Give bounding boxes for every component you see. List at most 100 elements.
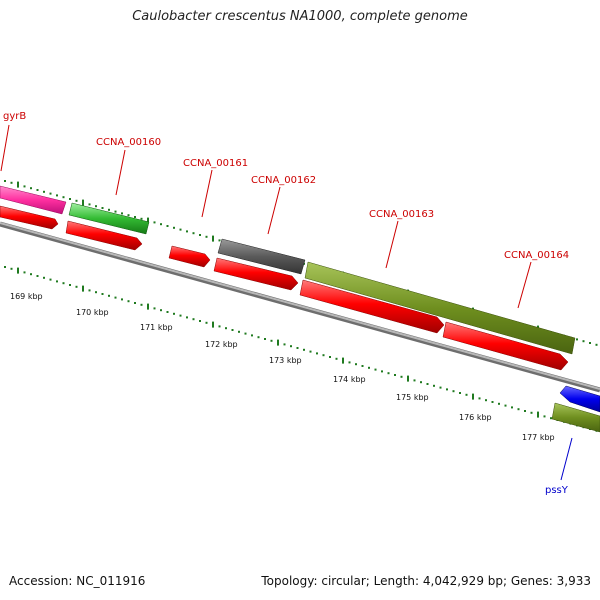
minor-tick (231, 329, 234, 331)
gene-CCNA_00160[interactable] (68, 202, 150, 235)
minor-tick (309, 350, 312, 353)
minor-tick (244, 332, 247, 335)
minor-tick (36, 189, 39, 191)
minor-tick (179, 314, 182, 317)
gene-olive-lower[interactable] (551, 402, 600, 433)
minor-tick (465, 393, 468, 396)
minor-tick (121, 212, 123, 215)
gene-labels: gyrB CCNA_00160 CCNA_00161 CCNA_00162 CC… (3, 111, 569, 496)
minor-tick (595, 343, 598, 346)
minor-tick (446, 388, 448, 391)
minor-tick (498, 402, 500, 405)
minor-tick (75, 285, 78, 288)
minor-tick (361, 365, 364, 367)
major-tick (147, 303, 149, 310)
minor-tick (368, 366, 370, 369)
minor-tick (374, 368, 377, 371)
gene-CCNA_00162[interactable] (217, 238, 306, 275)
minor-tick (134, 302, 136, 304)
minor-tick (303, 348, 305, 351)
minor-tick (251, 334, 253, 337)
minor-tick (400, 375, 403, 378)
minor-tick (433, 384, 435, 387)
minor-tick (69, 198, 71, 200)
major-tick (342, 357, 344, 364)
scale-label: 171 kbp (140, 323, 173, 332)
minor-tick (478, 397, 481, 400)
minor-tick (75, 199, 78, 202)
minor-tick (108, 294, 110, 297)
minor-tick (205, 321, 208, 324)
minor-tick (381, 370, 383, 373)
minor-tick (108, 208, 110, 211)
minor-tick (10, 267, 13, 270)
gene-pssY[interactable] (559, 385, 600, 413)
minor-tick (439, 386, 442, 389)
minor-tick (394, 374, 396, 376)
label-CCNA_00161: CCNA_00161 (183, 158, 248, 169)
minor-tick (543, 415, 546, 418)
minor-tick (485, 399, 487, 402)
minor-tick (420, 381, 422, 384)
gene-CCNA_00163[interactable] (304, 261, 576, 355)
minor-tick (160, 223, 162, 226)
minor-tick (69, 284, 71, 286)
minor-tick (140, 303, 143, 306)
tick-row-lower (4, 266, 598, 432)
minor-tick (576, 338, 578, 341)
scale-label: 170 kbp (76, 308, 109, 317)
minor-tick (43, 276, 45, 279)
minor-tick (134, 216, 136, 218)
gene-red-3[interactable] (213, 257, 299, 291)
gene-features (0, 185, 600, 433)
label-leaders (0, 124, 573, 481)
minor-tick (49, 278, 52, 281)
gene-red-1[interactable] (0, 205, 59, 230)
minor-tick (62, 282, 65, 285)
minor-tick (101, 293, 104, 295)
minor-tick (283, 343, 286, 346)
minor-tick (88, 289, 91, 292)
map-title: Caulobacter crescentus NA1000, complete … (132, 9, 468, 24)
minor-tick (582, 340, 585, 343)
minor-tick (166, 311, 169, 313)
gene-red-4[interactable] (299, 279, 445, 334)
scale-label: 174 kbp (333, 375, 366, 384)
minor-tick (322, 354, 325, 357)
scale-label: 172 kbp (205, 340, 238, 349)
major-tick (537, 411, 539, 418)
gene-red-5[interactable] (442, 321, 569, 371)
minor-tick (95, 291, 97, 294)
minor-tick (550, 417, 552, 420)
minor-tick (140, 217, 143, 220)
minor-tick (173, 226, 175, 229)
minor-tick (179, 228, 182, 231)
label-pssY: pssY (545, 485, 569, 496)
minor-tick (173, 312, 175, 315)
major-tick (277, 339, 279, 346)
major-tick (407, 375, 409, 382)
minor-tick (114, 296, 117, 299)
major-tick (212, 235, 214, 242)
gene-red-2[interactable] (65, 220, 143, 251)
minor-tick (530, 411, 533, 414)
scale-label: 169 kbp (10, 292, 43, 301)
minor-tick (4, 180, 6, 182)
minor-tick (127, 214, 130, 217)
minor-tick (225, 327, 227, 330)
minor-tick (355, 363, 357, 366)
major-tick (82, 285, 84, 292)
minor-tick (459, 392, 461, 394)
label-CCNA_00164: CCNA_00164 (504, 250, 569, 261)
minor-tick (160, 309, 162, 312)
minor-tick (290, 345, 292, 348)
scale-label: 175 kbp (396, 393, 429, 402)
minor-tick (192, 318, 195, 321)
minor-tick (95, 205, 97, 208)
minor-tick (205, 235, 208, 238)
gene-CCNA_00161[interactable] (168, 245, 211, 268)
minor-tick (186, 230, 188, 233)
gene-gyrB-bar[interactable] (0, 185, 67, 215)
minor-tick (426, 383, 429, 385)
